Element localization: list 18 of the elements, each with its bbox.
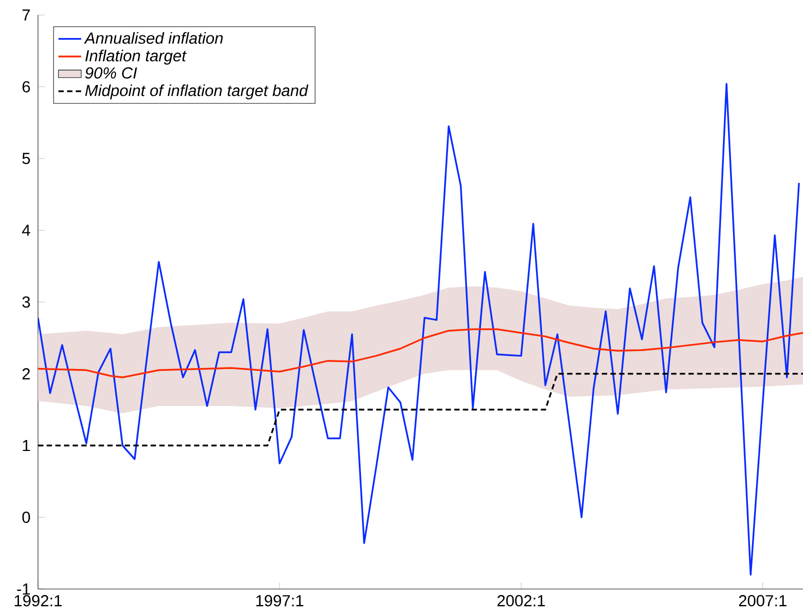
y-tick-label: 1: [22, 440, 30, 452]
x-tick-label: 1992:1: [14, 595, 62, 606]
x-tick-label: 1997:1: [256, 595, 304, 606]
y-tick-label: 0: [22, 512, 30, 523]
y-tick-label: 7: [22, 10, 30, 21]
legend-label: Inflation target: [85, 50, 187, 65]
y-tick-label: 3: [22, 296, 30, 308]
y-tick-label: 5: [22, 152, 30, 164]
x-tick-label: 2007:1: [739, 595, 786, 606]
y-tick-label: -1: [17, 584, 30, 595]
x-tick-label: 2002:1: [497, 595, 545, 606]
y-tick-label: 4: [22, 224, 30, 236]
y-tick-label: 2: [22, 368, 30, 380]
y-tick-label: 6: [22, 81, 30, 92]
legend-label: 90% CI: [85, 67, 137, 79]
legend-label: Midpoint of inflation target band: [85, 84, 308, 100]
legend-label: Annualised inflation: [84, 32, 223, 44]
line-series: [38, 83, 800, 576]
